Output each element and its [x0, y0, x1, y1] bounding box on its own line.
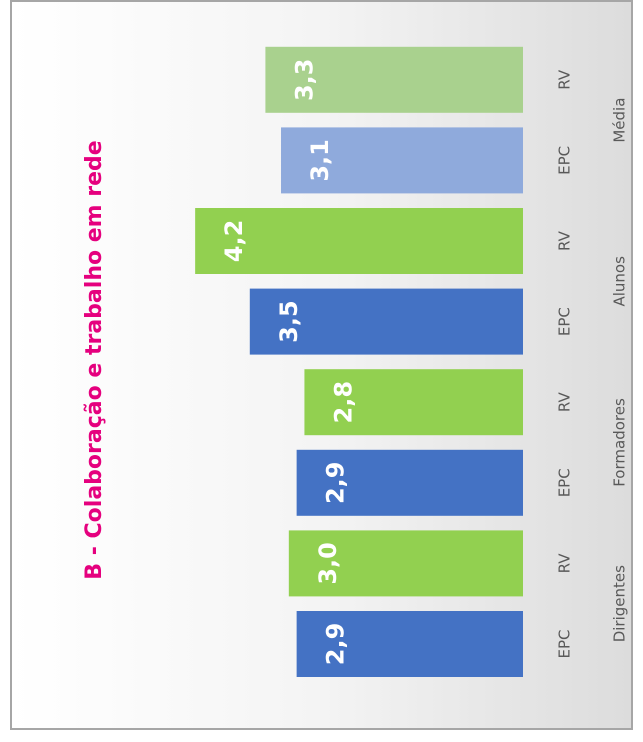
value-label: 2,9 [322, 462, 350, 505]
bar [288, 530, 523, 597]
bar [296, 611, 523, 677]
group-label: Dirigentes [611, 565, 629, 642]
bar [281, 127, 523, 194]
frame [10, 0, 633, 730]
bar [265, 46, 523, 113]
value-label: 3,5 [275, 300, 303, 343]
x-tick-label: EPC [556, 468, 574, 497]
value-label: 2,8 [329, 381, 357, 424]
x-tick-label: RV [556, 553, 574, 574]
value-label: 2,9 [322, 623, 350, 666]
bar [304, 369, 523, 436]
x-tick-label: EPC [556, 146, 574, 175]
value-label: 3,0 [314, 542, 342, 585]
x-tick-label: EPC [556, 307, 574, 336]
x-tick-label: EPC [556, 630, 574, 659]
group-label: Média [611, 98, 629, 143]
group-label: Formadores [611, 398, 629, 487]
x-tick-label: RV [556, 392, 574, 413]
value-label: 4,2 [220, 220, 248, 263]
bar [249, 288, 523, 355]
value-label: 3,1 [306, 139, 334, 182]
x-tick-label: RV [556, 69, 574, 90]
value-label: 3,3 [290, 59, 318, 102]
bar [195, 208, 524, 274]
group-label: Alunos [611, 256, 629, 307]
bar [296, 449, 523, 516]
chart-title: B - Colaboração e trabalho em rede [82, 140, 107, 579]
x-tick-label: RV [556, 230, 574, 251]
